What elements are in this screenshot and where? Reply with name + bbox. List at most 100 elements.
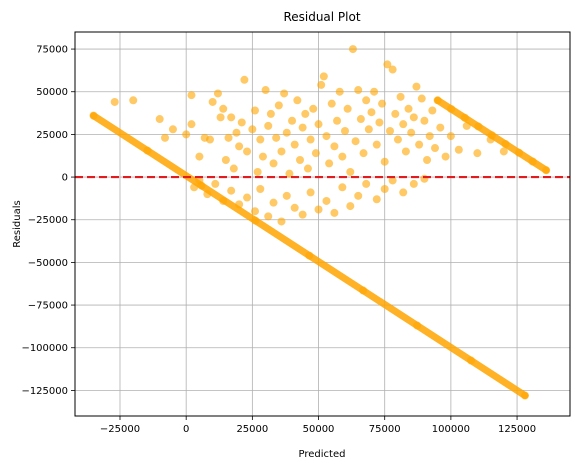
scatter-point: [364, 125, 373, 134]
scatter-point: [399, 120, 408, 129]
scatter-point: [413, 321, 422, 330]
scatter-point: [195, 152, 204, 161]
scatter-point: [248, 125, 257, 134]
scatter-point: [499, 147, 508, 156]
scatter-point: [213, 89, 222, 98]
scatter-point: [216, 113, 225, 122]
scatter-point: [224, 133, 233, 142]
scatter-point: [359, 286, 368, 295]
scatter-point: [285, 169, 294, 178]
scatter-point: [467, 356, 476, 365]
scatter-point: [348, 45, 357, 54]
scatter-point: [372, 140, 381, 149]
scatter-point: [462, 121, 471, 130]
scatter-point: [187, 91, 196, 100]
scatter-point: [436, 123, 445, 132]
scatter-point: [272, 133, 281, 142]
chart-title: Residual Plot: [283, 10, 360, 24]
y-tick-label: −100000: [21, 343, 68, 354]
scatter-point: [317, 80, 326, 89]
scatter-point: [351, 137, 360, 146]
scatter-point: [269, 198, 278, 207]
scatter-point: [327, 99, 336, 108]
scatter-point: [240, 75, 249, 84]
scatter-points: [110, 45, 508, 226]
scatter-point: [325, 159, 334, 168]
y-axis-ticks: 75000 50000 25000 0 −25000 −50000 −75000 −10000…: [21, 45, 75, 397]
scatter-point: [367, 108, 376, 117]
scatter-point: [386, 126, 394, 135]
scatter-point: [338, 183, 347, 192]
scatter-point: [89, 111, 98, 120]
scatter-point: [301, 109, 310, 118]
scatter-point: [515, 148, 524, 157]
scatter-point: [221, 156, 230, 164]
scatter-point: [433, 96, 442, 105]
scatter-point: [303, 164, 312, 173]
y-tick-label: −75000: [28, 301, 68, 312]
scatter-point: [407, 128, 416, 137]
scatter-point: [380, 157, 389, 166]
scatter-point: [388, 65, 397, 74]
scatter-point: [362, 179, 371, 188]
scatter-point: [232, 128, 241, 137]
scatter-point: [383, 60, 392, 69]
scatter-point: [319, 72, 328, 81]
scatter-point: [330, 208, 339, 217]
scatter-point: [298, 123, 307, 132]
scatter-point: [253, 167, 262, 176]
scatter-point: [335, 87, 344, 96]
scatter-point: [446, 132, 455, 141]
scatter-point: [182, 130, 191, 139]
scatter-point: [211, 179, 220, 188]
scatter-point: [417, 94, 426, 103]
scatter-point: [409, 179, 418, 188]
x-tick-label: 100000: [432, 424, 470, 435]
y-tick-label: 25000: [36, 130, 68, 141]
scatter-point: [306, 135, 315, 144]
y-tick-label: −50000: [28, 258, 68, 269]
scatter-point: [251, 216, 260, 225]
scatter-point: [227, 113, 236, 122]
scatter-point: [362, 96, 371, 105]
y-tick-label: 75000: [36, 45, 68, 56]
scatter-point: [415, 140, 424, 149]
scatter-point: [280, 89, 289, 98]
y-tick-label: −25000: [28, 215, 68, 226]
scatter-point: [266, 109, 275, 118]
x-tick-label: 25000: [236, 424, 268, 435]
y-tick-label: −125000: [21, 386, 68, 397]
scatter-point: [441, 152, 450, 161]
scatter-point: [208, 97, 217, 106]
scatter-point: [314, 120, 323, 129]
scatter-point: [425, 132, 434, 141]
scatter-point: [256, 135, 265, 144]
scatter-point: [129, 96, 138, 105]
scatter-point: [460, 113, 469, 122]
scatter-point: [282, 128, 291, 137]
scatter-point: [290, 203, 299, 212]
x-tick-label: 0: [183, 424, 189, 435]
scatter-point: [338, 152, 347, 161]
scatter-point: [391, 109, 400, 118]
scatter-point: [454, 145, 463, 154]
scatter-point: [423, 156, 432, 164]
scatter-point: [309, 104, 318, 113]
scatter-point: [219, 196, 228, 205]
scatter-point: [370, 87, 379, 96]
scatter-point: [190, 183, 199, 192]
x-tick-label: −25000: [100, 424, 140, 435]
scatter-point: [229, 164, 238, 173]
scatter-point: [354, 191, 363, 200]
scatter-point: [388, 176, 397, 185]
scatter-point: [155, 115, 164, 124]
scatter-point: [256, 185, 265, 194]
scatter-point: [227, 186, 236, 195]
scatter-point: [203, 190, 212, 199]
scatter-point: [243, 147, 252, 156]
scatter-point: [412, 82, 421, 91]
scatter-point: [330, 142, 339, 151]
scatter-point: [161, 133, 169, 142]
scatter-point: [251, 106, 259, 115]
